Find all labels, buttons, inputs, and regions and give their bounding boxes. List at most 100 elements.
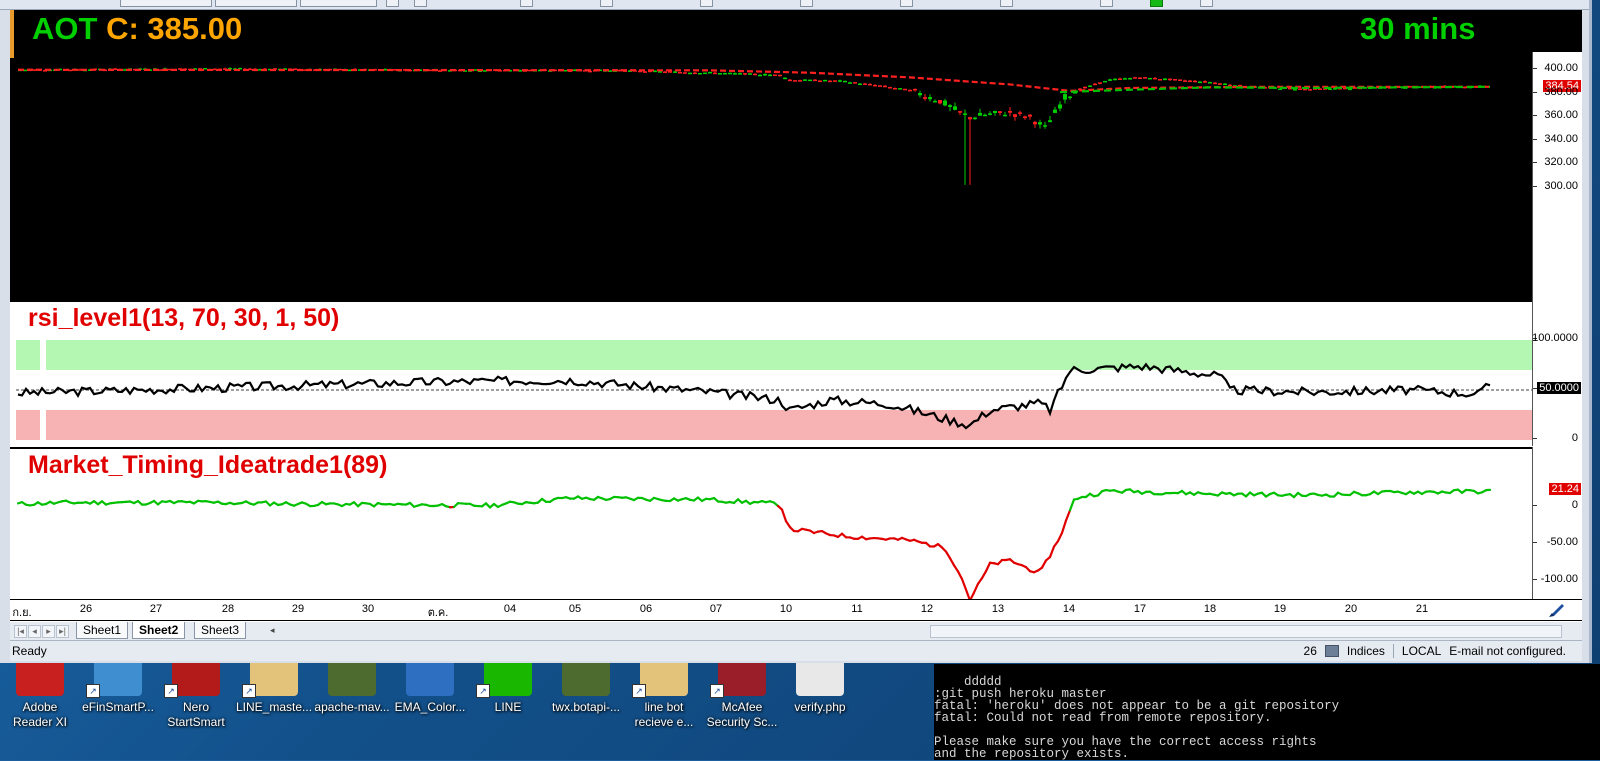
scroll-left-icon[interactable]: ◂ <box>270 625 275 636</box>
candlestick <box>1198 81 1202 83</box>
toolbar-button-icon[interactable] <box>1200 0 1213 7</box>
toolbar-button-icon[interactable] <box>900 0 913 7</box>
market-timing-pane[interactable]: Market_Timing_Ideatrade1(89) <box>10 447 1532 609</box>
status-market: Indices <box>1347 644 1385 658</box>
candlestick <box>738 72 742 74</box>
date-axis-label: 06 <box>640 603 652 615</box>
desktop-icon[interactable]: EMA_Color... <box>392 654 468 734</box>
candlestick <box>1208 82 1212 84</box>
desktop-icon-label: EMA_Color... <box>392 700 468 715</box>
price-pane[interactable]: AOT C: 385.00 30 mins <box>10 10 1532 300</box>
candlestick <box>1058 101 1062 111</box>
sheet-tab-1[interactable]: Sheet1 <box>76 622 128 639</box>
market-timing-axis[interactable]: 21.24 0-50.00-100.00 <box>1532 447 1582 609</box>
filter-dropdown[interactable] <box>300 0 377 7</box>
toolbar-button-icon[interactable] <box>386 0 399 7</box>
candlestick <box>1093 83 1097 85</box>
status-ready: Ready <box>12 644 47 658</box>
price-axis-label: 360.00 <box>1544 109 1578 121</box>
candlestick <box>1168 78 1172 81</box>
desktop-icon[interactable]: ↗LINE_maste... <box>236 654 312 734</box>
desktop-icon[interactable]: ↗ McAfee Security Sc... <box>704 654 780 734</box>
next-sheet-icon[interactable]: ▸ <box>42 625 55 638</box>
desktop-icon[interactable]: ↗Nero StartSmart <box>158 654 234 734</box>
desktop-icon[interactable]: ↗eFinSmartP... <box>80 654 156 734</box>
candlestick <box>788 79 792 81</box>
price-axis-label: 320.00 <box>1544 156 1578 168</box>
candlestick <box>688 72 692 74</box>
desktop-icon-label: Adobe Reader XI <box>2 700 78 730</box>
symbol-price: C: 385.00 <box>106 11 242 46</box>
toolbar-button-icon[interactable] <box>520 0 533 7</box>
candlestick <box>943 99 947 106</box>
candlestick-chart[interactable] <box>10 10 1532 300</box>
candlestick <box>1118 78 1122 80</box>
desktop-icon[interactable]: ↗LINE <box>470 654 546 734</box>
candlestick <box>748 73 752 75</box>
candlestick <box>698 73 702 75</box>
date-axis-label: ก.ย. <box>12 603 31 621</box>
candlestick <box>993 111 997 116</box>
candlestick <box>803 79 807 81</box>
prev-sheet-icon[interactable]: ◂ <box>28 625 41 638</box>
desktop-icon[interactable]: verify.php <box>782 654 858 734</box>
candlestick <box>1043 122 1047 129</box>
toolbar-button-icon[interactable] <box>1100 0 1113 7</box>
toolbar-button-icon[interactable] <box>800 0 813 7</box>
draw-tool-icon[interactable] <box>1532 600 1582 620</box>
desktop-icon[interactable]: twx.botapi-... <box>548 654 624 734</box>
first-sheet-icon[interactable]: |◂ <box>14 625 27 638</box>
rsi-axis-label: 0 <box>1572 432 1578 444</box>
horizontal-scrollbar[interactable] <box>930 625 1562 638</box>
last-sheet-icon[interactable]: ▸| <box>56 625 69 638</box>
git-console[interactable]: ddddd :git push heroku master fatal: 'he… <box>934 664 1600 760</box>
candlestick <box>828 80 832 82</box>
cursor-tool-icon[interactable] <box>414 0 427 7</box>
candlestick <box>1298 88 1302 90</box>
candlestick <box>1223 83 1227 85</box>
oversold-zone <box>46 410 1532 440</box>
corner-tool[interactable] <box>1532 599 1582 621</box>
desktop-icon[interactable]: Adobe Reader XI <box>2 654 78 734</box>
rsi-pane[interactable]: rsi_level1(13, 70, 30, 1, 50) <box>10 300 1532 446</box>
toolbar-button-icon[interactable] <box>600 0 613 7</box>
color-swatch-icon[interactable] <box>1150 0 1163 7</box>
status-separator <box>1393 644 1394 658</box>
date-axis-label: 28 <box>222 603 234 615</box>
date-axis-label: 27 <box>150 603 162 615</box>
date-axis-label: 21 <box>1416 603 1428 615</box>
desktop-icon-label: twx.botapi-... <box>548 700 624 715</box>
candlestick <box>963 110 967 185</box>
sheet-tab-3[interactable]: Sheet3 <box>194 622 246 639</box>
shortcut-arrow-icon: ↗ <box>710 684 724 698</box>
candlestick <box>1063 93 1067 103</box>
candlestick <box>898 88 902 90</box>
date-axis-label: 19 <box>1274 603 1286 615</box>
shortcut-arrow-icon: ↗ <box>164 684 178 698</box>
candlestick <box>923 94 927 101</box>
symbol-dropdown[interactable] <box>120 0 212 7</box>
date-axis-label: 17 <box>1134 603 1146 615</box>
sheet-tab-2[interactable]: Sheet2 <box>132 622 185 639</box>
status-count: 26 <box>1304 644 1317 658</box>
candlestick <box>733 72 737 74</box>
candlestick <box>798 80 802 82</box>
toolbar-button-icon[interactable] <box>1000 0 1013 7</box>
desktop-icon[interactable]: ↗line bot recieve e... <box>626 654 702 734</box>
candlestick <box>858 83 862 85</box>
type-dropdown[interactable] <box>215 0 297 7</box>
date-axis-label: 14 <box>1063 603 1075 615</box>
toolbar-button-icon[interactable] <box>700 0 713 7</box>
candlestick <box>833 80 837 82</box>
axis-tick <box>1533 388 1537 389</box>
desktop-icon[interactable]: apache-mav... <box>314 654 390 734</box>
candlestick <box>1098 82 1102 84</box>
date-axis-label: 05 <box>569 603 581 615</box>
desktop-icon-label: McAfee Security Sc... <box>704 700 780 730</box>
market-timing-axis-label: -50.00 <box>1547 536 1578 548</box>
candlestick <box>1068 96 1072 100</box>
